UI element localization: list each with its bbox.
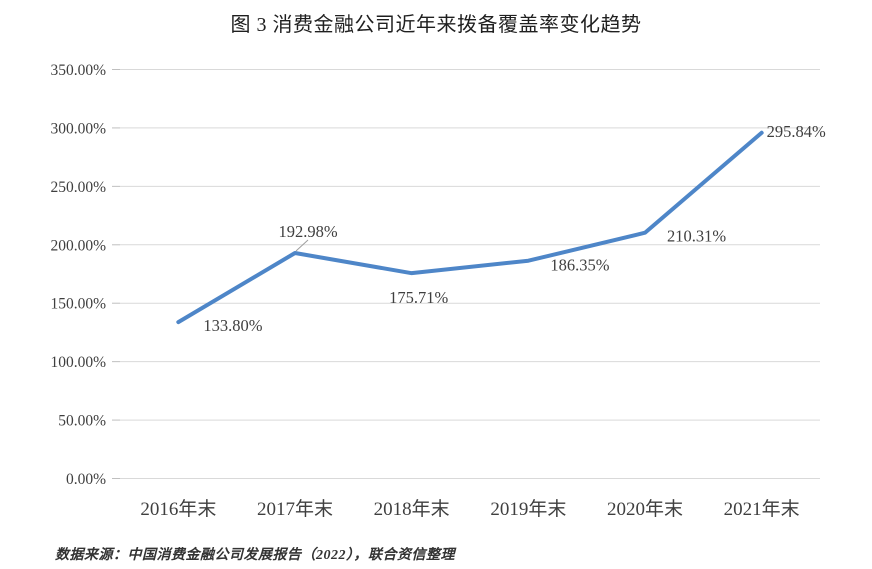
- y-axis-label: 50.00%: [58, 413, 106, 430]
- data-label: 133.80%: [203, 316, 262, 335]
- y-axis-label: 250.00%: [50, 179, 106, 196]
- data-label: 192.98%: [278, 222, 337, 241]
- y-axis-label: 200.00%: [50, 237, 106, 254]
- data-label: 210.31%: [667, 227, 726, 246]
- chart-title: 图 3 消费金融公司近年来拨备覆盖率变化趋势: [230, 14, 642, 36]
- y-axis-label: 0.00%: [66, 471, 106, 488]
- x-axis-label: 2021年末: [724, 498, 800, 520]
- data-label: 186.35%: [550, 256, 609, 275]
- leader-line: [295, 239, 309, 252]
- source-note: 数据来源：中国消费金融公司发展报告（2022），联合资信整理: [55, 548, 455, 563]
- y-axis-label: 300.00%: [50, 120, 106, 137]
- x-axis-label: 2016年末: [140, 498, 216, 520]
- x-axis-label: 2020年末: [607, 498, 683, 520]
- data-line: [176, 130, 764, 325]
- x-axis-label: 2018年末: [374, 498, 450, 520]
- y-axis-label: 100.00%: [50, 354, 106, 371]
- data-label: 175.71%: [389, 288, 448, 307]
- x-axis-label: 2017年末: [257, 498, 333, 520]
- data-label: 295.84%: [767, 122, 826, 141]
- y-axis-label: 350.00%: [50, 62, 106, 79]
- x-axis-label: 2019年末: [490, 498, 566, 520]
- y-axis-label: 150.00%: [50, 296, 106, 313]
